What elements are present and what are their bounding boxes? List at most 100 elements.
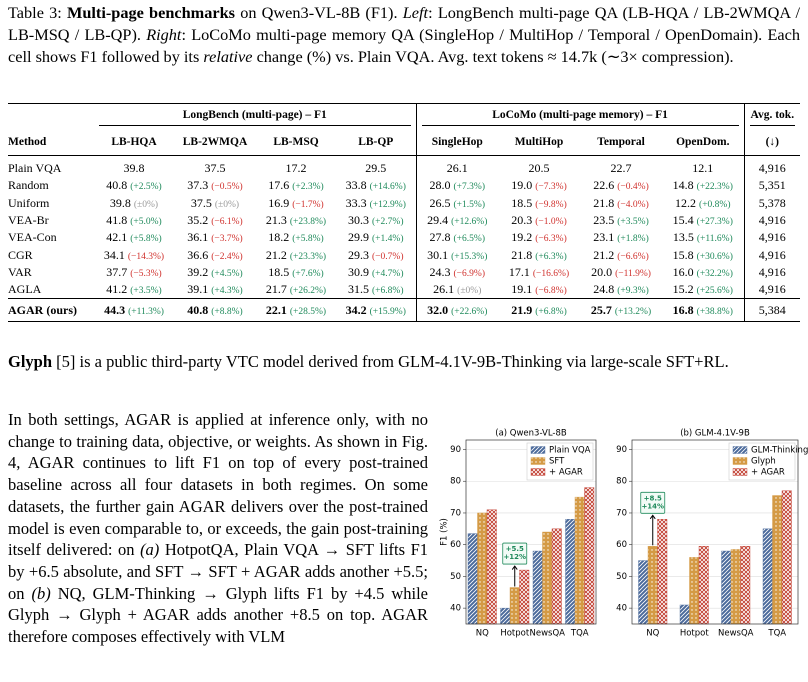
score-cell: 21.8 (−4.0%) — [580, 195, 662, 212]
relative-change: (−1.7%) — [292, 199, 324, 210]
bar — [638, 560, 649, 625]
legend-swatch — [530, 468, 546, 476]
bar — [500, 607, 511, 625]
f1-value: 18.2 — [268, 230, 290, 245]
score-cell: 36.1 (−3.7%) — [174, 229, 256, 246]
relative-change: (+32.2%) — [696, 268, 733, 279]
token-cell: 4,916 — [758, 213, 786, 228]
score-cell: 20.0 (−11.9%) — [580, 264, 662, 281]
legend-swatch — [732, 468, 748, 476]
bar — [721, 550, 732, 625]
score-cell: 24.8 (+9.3%) — [580, 281, 662, 299]
caption-italic: relative — [203, 47, 253, 66]
relative-change: (−7.3%) — [535, 182, 567, 193]
bar — [689, 557, 700, 625]
f1-value: 16.0 — [672, 264, 694, 279]
score-cell: 16.8 (+38.8%) — [662, 298, 745, 322]
legend-label: GLM-Thinking — [751, 446, 808, 456]
score-cell: 21.8 (+6.3%) — [498, 246, 580, 263]
score-cell: 28.0 (+7.3%) — [416, 177, 498, 194]
f1-value: 19.0 — [511, 178, 533, 193]
score-cell: 21.9 (+6.8%) — [498, 298, 581, 322]
bar — [574, 496, 585, 625]
f1-value: 15.2 — [672, 282, 694, 297]
score-cell: 42.1 (+5.8%) — [94, 229, 174, 246]
bar — [565, 519, 576, 625]
score-cell: 18.2 (+5.8%) — [256, 229, 336, 246]
score-cell: 29.9 (+1.4%) — [336, 229, 417, 247]
score-cell: 26.5 (+1.5%) — [416, 195, 498, 212]
table-row: VAR 37.7 (−5.3%) 39.2 (+4.5%) 18.5 (+7.6%) 3… — [8, 263, 800, 282]
bar — [509, 587, 520, 625]
caption-label: Table 3: — [8, 3, 67, 22]
y-tick-label: 50 — [450, 572, 461, 582]
f1-value: 41.2 — [106, 282, 128, 297]
gain-arrowhead — [511, 565, 518, 570]
y-tick-label: 90 — [616, 445, 627, 455]
f1-value: 26.1 — [433, 282, 455, 297]
f1-value: 17.2 — [285, 161, 307, 176]
bar — [740, 546, 751, 625]
f1-value: 37.3 — [187, 178, 209, 193]
relative-change: (+6.3%) — [535, 251, 567, 262]
score-cell: 30.1 (+15.3%) — [416, 246, 498, 263]
score-cell: 32.0 (+22.6%) — [416, 298, 499, 322]
f1-value: 40.8 — [106, 178, 128, 193]
y-tick-label: 70 — [616, 508, 627, 518]
group-label: LoCoMo (multi-page memory) – F1 — [421, 107, 739, 126]
f1-value: 41.8 — [106, 213, 128, 228]
score-cell: 41.8 (+5.0%) — [94, 212, 174, 229]
f1-value: 22.6 — [593, 178, 615, 193]
column-header: LB-HQA — [94, 129, 174, 156]
score-cell: 34.1 (−14.3%) — [94, 246, 174, 263]
legend-label: Plain VQA — [549, 446, 591, 456]
f1-value: 18.5 — [511, 195, 533, 210]
bar — [532, 550, 543, 625]
x-tick-label: Hotpot — [680, 629, 710, 639]
score-cell: 37.5 (±0%) — [174, 195, 256, 212]
bar — [730, 549, 741, 625]
score-cell: 21.2 (−6.6%) — [580, 246, 662, 263]
relative-change: (−6.8%) — [535, 286, 567, 297]
relative-change: (+7.3%) — [453, 182, 485, 193]
score-cell: 29.5 — [336, 155, 417, 178]
y-tick-label: 60 — [450, 540, 461, 550]
score-cell: 17.1 (−16.6%) — [498, 264, 580, 281]
f1-value: 34.1 — [103, 247, 125, 262]
f1-value: 39.2 — [187, 264, 209, 279]
token-cell: 5,384 — [744, 298, 801, 322]
f1-value: 24.8 — [593, 282, 615, 297]
f1-value: 20.3 — [511, 213, 533, 228]
method-cell: VAR — [8, 264, 32, 279]
legend-swatch — [732, 446, 748, 454]
method-cell: Random — [8, 178, 49, 193]
paragraph-text: [5] is a public third-party VTC model de… — [52, 352, 729, 371]
legend-swatch — [530, 446, 546, 454]
f1-value: 34.2 — [345, 302, 367, 317]
relative-change: (+22.6%) — [451, 306, 488, 317]
token-cell: 4,916 — [758, 282, 786, 297]
f1-value: 28.0 — [429, 178, 451, 193]
legend-swatch — [530, 457, 546, 465]
f1-value: 16.8 — [672, 302, 694, 317]
relative-change: (+7.6%) — [292, 268, 324, 279]
relative-change: (−14.3%) — [127, 251, 165, 262]
score-cell: 29.4 (+12.6%) — [416, 212, 498, 229]
column-header: LB-QP — [336, 129, 417, 156]
relative-change: (+26.2%) — [289, 286, 327, 297]
x-tick-label: NewsQA — [718, 629, 754, 639]
f1-value: 37.5 — [204, 161, 226, 176]
caption-text: : LongBench multi-page QA (LB-HQA / LB-2… — [8, 3, 800, 44]
relative-change: (+38.8%) — [696, 306, 733, 317]
relative-change: (+1.5%) — [453, 199, 485, 210]
f1-value: 17.1 — [508, 264, 530, 279]
token-cell: 4,916 — [758, 230, 786, 245]
group-header-row: LongBench (multi-page) – F1 LoCoMo (multi… — [8, 103, 800, 129]
plot-frame — [465, 439, 597, 625]
gain-box — [502, 542, 528, 565]
method-cell: CGR — [8, 247, 33, 262]
score-cell: 14.8 (+22.3%) — [662, 177, 745, 195]
relative-change: (−3.7%) — [211, 234, 243, 245]
caption-text: : LoCoMo multi-page memory QA (SingleHop… — [8, 25, 800, 66]
